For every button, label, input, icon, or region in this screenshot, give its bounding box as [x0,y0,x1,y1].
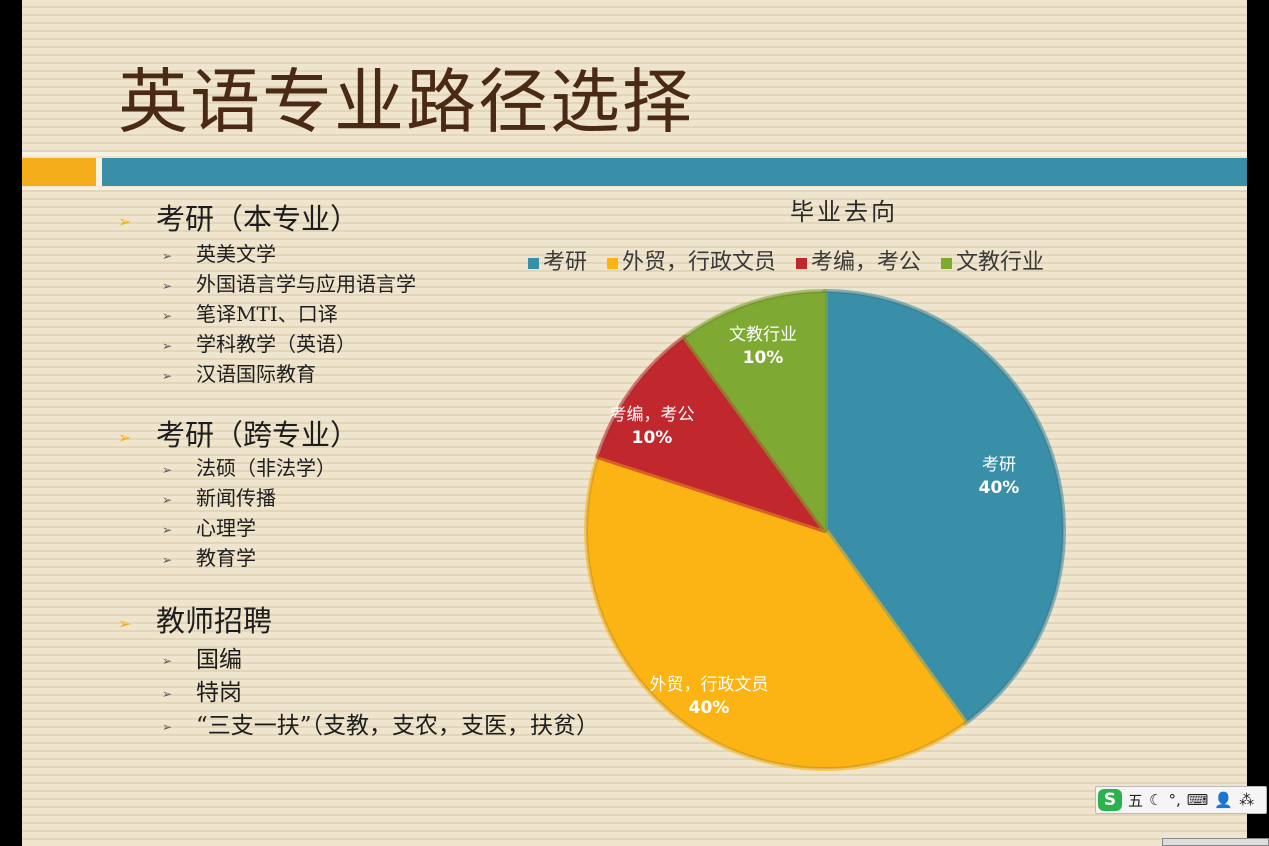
outline-item: ➢ 学科教学（英语） [162,332,356,356]
pie-slice-1 [584,453,968,771]
bullet-arrow-icon: ➢ [118,427,132,447]
outline-item: ➢ 特岗 [162,680,242,706]
bullet-arrow-icon: ➢ [162,338,173,353]
header-divider-top [22,152,1247,156]
moon-icon[interactable]: ☾ [1149,791,1163,809]
outline-item: ➢ 心理学 [162,516,256,540]
accent-bar-gap [96,158,102,186]
accent-bar-orange [22,158,96,186]
bullet-arrow-icon: ➢ [162,492,173,507]
legend-entry-0: 考研 [528,244,587,276]
legend-entry-1: 外贸，行政文员 [607,244,776,276]
pie-slice-3 [682,289,828,533]
bullet-arrow-icon: ➢ [162,522,173,537]
outline-item: ➢ 英美文学 [162,242,276,266]
chart-legend: 考研 外贸，行政文员 考编，考公 文教行业 [528,244,1064,276]
user-icon[interactable]: 👤 [1214,791,1234,809]
legend-label: 考研 [543,250,588,275]
data-label-value-2: 10% [632,428,673,448]
outline-heading-1: ➢ 考研（本专业） [118,202,360,236]
pie-chart: 考研 40% 外贸，行政文员 40% 考编，考公 10% 文教行业 10% [584,289,1066,771]
outline-item: ➢ 外国语言学与应用语言学 [162,272,416,296]
outline-item: ➢ 教育学 [162,546,256,570]
outline-heading-2: ➢ 考研（跨专业） [118,418,360,452]
header-divider-bottom [22,187,1247,190]
data-label-name-1: 外贸，行政文员 [650,675,769,695]
legend-label: 考编，考公 [811,250,922,275]
slide: 英语专业路径选择 ➢ 考研（本专业） ➢ 英美文学 ➢ 外国语言学与应用语言学 ➢ 笔译… [22,0,1247,846]
data-label-name-3: 文教行业 [729,325,797,345]
outline-item: ➢ 新闻传播 [162,486,276,510]
outline-item: ➢ 法硕（非法学） [162,456,336,480]
bullet-arrow-icon: ➢ [162,278,173,293]
bullet-arrow-icon: ➢ [118,211,132,231]
legend-swatch [796,257,808,269]
legend-swatch [607,257,619,269]
outline-item: ➢ “三支一扶”（支教，支农，支医，扶贫） [162,713,600,739]
apps-icon[interactable]: ⁂ [1239,791,1255,809]
bullet-arrow-icon: ➢ [118,613,132,633]
keyboard-icon[interactable]: ⌨ [1186,791,1209,809]
data-label-value-1: 40% [689,698,730,718]
chart-title: 毕业去向 [790,198,898,226]
punctuation-toggle[interactable]: °, [1168,791,1181,809]
slide-title: 英语专业路径选择 [118,61,694,143]
bullet-arrow-icon: ➢ [162,462,173,477]
pie-outline [586,291,1064,769]
input-mode-toggle[interactable]: 五 [1128,791,1144,810]
data-label-name-0: 考研 [982,455,1016,475]
sogou-logo-icon[interactable]: S [1098,789,1122,811]
accent-bar-teal [102,158,1247,186]
outline-heading-3: ➢ 教师招聘 [118,604,273,638]
data-label-value-3: 10% [743,348,784,368]
legend-swatch [941,257,953,269]
data-label-name-2: 考编，考公 [610,405,695,425]
window-corner [1162,838,1269,846]
pie-slice-0 [822,289,1066,726]
outline-item: ➢ 国编 [162,647,242,673]
legend-label: 外贸，行政文员 [622,250,777,275]
legend-label: 文教行业 [956,250,1045,275]
legend-entry-2: 考编，考公 [796,244,921,276]
bullet-arrow-icon: ➢ [162,552,173,567]
bullet-arrow-icon: ➢ [162,720,173,734]
bullet-arrow-icon: ➢ [162,368,173,383]
outline-item: ➢ 汉语国际教育 [162,362,316,386]
data-label-value-0: 40% [979,478,1020,498]
ime-toolbar[interactable]: S 五 ☾ °, ⌨ 👤 ⁂ [1095,786,1267,814]
bullet-arrow-icon: ➢ [162,248,173,263]
legend-entry-3: 文教行业 [941,244,1044,276]
outline-item: ➢ 笔译MTI、口译 [162,302,338,326]
pie-slice-2 [595,334,828,533]
legend-swatch [528,257,539,269]
bullet-arrow-icon: ➢ [162,687,173,701]
bullet-arrow-icon: ➢ [162,308,173,323]
bullet-arrow-icon: ➢ [162,654,173,668]
